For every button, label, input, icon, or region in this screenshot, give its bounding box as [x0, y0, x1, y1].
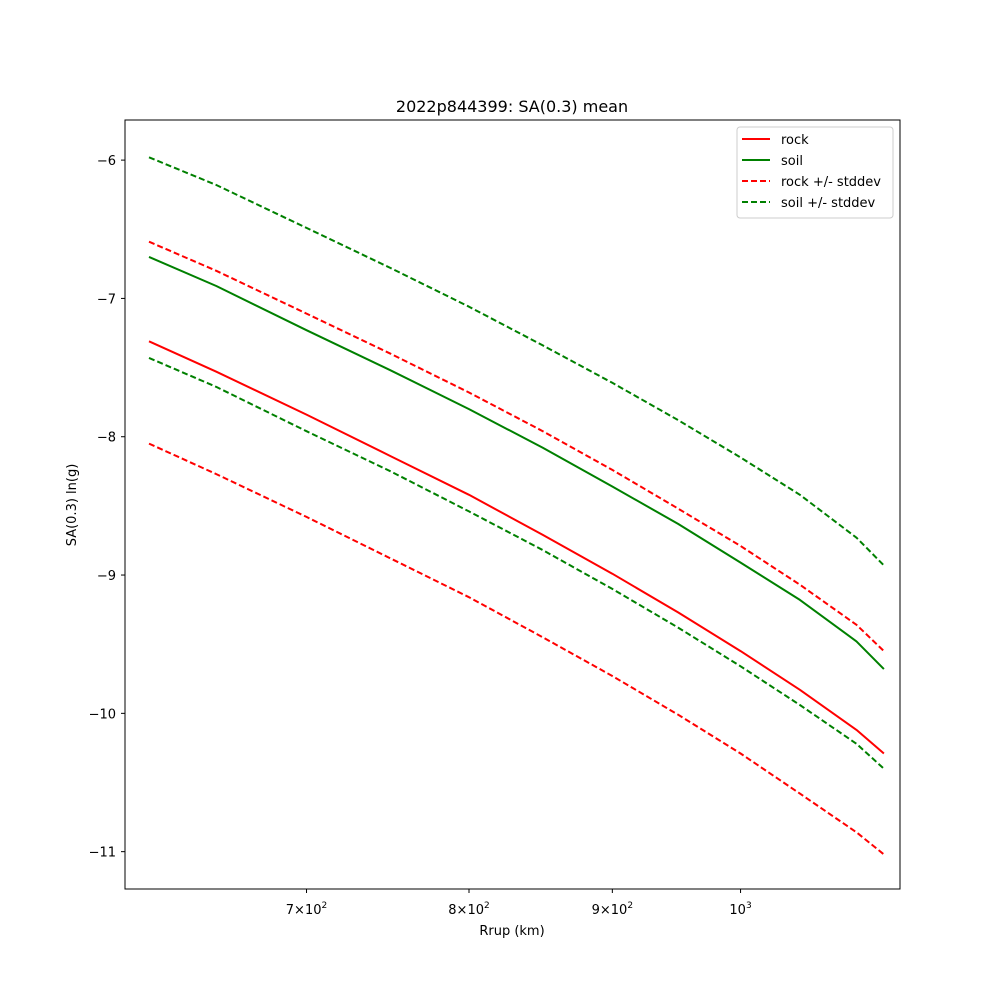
x-axis: 7×102 8×102 9×102 103	[286, 889, 752, 918]
series-line-4	[148, 156, 885, 567]
x-tick-label-3: 103	[729, 901, 751, 918]
legend-label-2: rock +/- stddev	[781, 175, 881, 190]
y-tick-label-1: −7	[97, 292, 116, 307]
y-tick-label-5: −11	[89, 846, 116, 861]
series-line-5	[148, 356, 885, 770]
legend-box	[736, 126, 894, 219]
plot-lines	[148, 156, 885, 856]
series-line-1	[148, 255, 885, 670]
series-line-3	[148, 442, 885, 856]
plot-frame	[124, 119, 901, 890]
x-tick-label-2: 9×102	[592, 901, 633, 918]
x-axis-label: Rrup (km)	[479, 924, 544, 939]
chart-title: 2022p844399: SA(0.3) mean	[396, 97, 628, 116]
y-tick-label-3: −9	[97, 569, 116, 584]
x-tick-label-1: 8×102	[448, 901, 489, 918]
x-tick-label-0: 7×102	[286, 901, 327, 918]
legend-label-1: soil	[781, 154, 803, 169]
legend-label-0: rock	[781, 133, 809, 148]
legend: rock soil rock +/- stddev soil +/- stddev	[736, 126, 894, 219]
series-line-0	[148, 340, 885, 755]
series-line-2	[148, 240, 885, 652]
y-tick-label-2: −8	[97, 431, 116, 446]
y-axis: −6 −7 −8 −9 −10 −11	[89, 154, 125, 861]
y-axis-label: SA(0.3) ln(g)	[65, 464, 80, 547]
y-tick-label-4: −10	[89, 707, 116, 722]
legend-label-3: soil +/- stddev	[781, 196, 876, 211]
y-tick-label-0: −6	[97, 154, 116, 169]
